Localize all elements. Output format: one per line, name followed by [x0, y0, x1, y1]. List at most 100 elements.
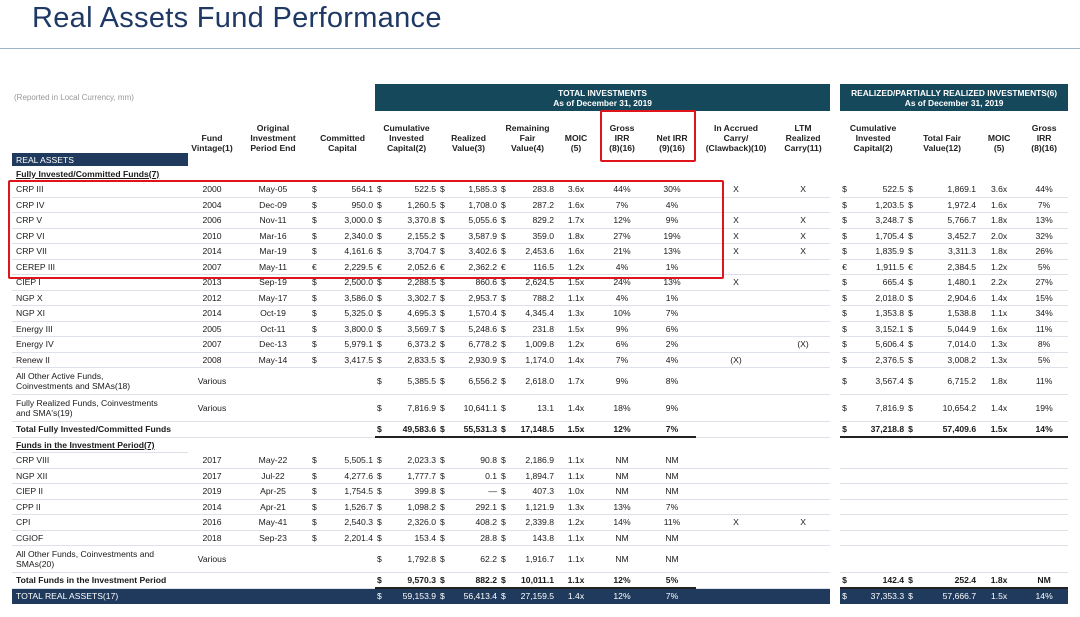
- amount: 2,155.2: [407, 230, 437, 241]
- cell: X: [696, 181, 777, 198]
- currency-symbol: $: [312, 339, 317, 350]
- amount: 283.8: [532, 184, 555, 194]
- cell: [12, 111, 188, 153]
- spacer: [830, 259, 841, 275]
- money-cell: $6,556.2: [438, 367, 500, 395]
- money-cell: $287.2: [499, 197, 557, 213]
- amount: 3,008.2: [947, 354, 977, 365]
- empty-cell: [236, 367, 310, 395]
- amount: 27,159.5: [520, 591, 555, 602]
- amount: 359.0: [532, 230, 555, 241]
- table-row: NGP X 2012 May-17 $3,586.0 $3,302.7 $2,953.7 $…: [12, 290, 1069, 306]
- amount: 2,953.7: [468, 292, 498, 303]
- money-cell: $2,018.0: [840, 290, 907, 306]
- row-name: CRP VIII: [12, 452, 188, 469]
- cell: 1.8x: [978, 212, 1021, 229]
- empty-cell: [696, 588, 777, 604]
- empty-cell: [188, 588, 236, 604]
- column-header: Realized Value(3): [451, 133, 486, 153]
- currency-symbol: $: [312, 277, 317, 288]
- cell: 2%: [648, 336, 697, 353]
- amount: 2,340.0: [344, 230, 374, 241]
- column-header: Cumulative Invested Capital(2): [849, 123, 897, 153]
- cell: 2008: [188, 352, 236, 368]
- money-cell: €2,052.6: [375, 259, 439, 275]
- money-cell: $829.2: [499, 212, 557, 229]
- cell: 13%: [1020, 212, 1069, 229]
- empty-cell: [906, 452, 979, 469]
- cell: 1.4x: [556, 588, 597, 604]
- money-cell: €1,911.5: [840, 259, 907, 275]
- empty-cell: [696, 321, 777, 337]
- table-row: Fully Realized Funds, Coinvestments and …: [12, 394, 1069, 422]
- cell: 2.2x: [978, 274, 1021, 291]
- row-name: Energy III: [12, 321, 188, 337]
- currency-symbol: $: [908, 246, 913, 257]
- cell: (X): [696, 352, 777, 368]
- currency-symbol: $: [377, 292, 382, 303]
- empty-cell: [236, 588, 310, 604]
- empty-cell: [696, 197, 777, 213]
- cell: 1.4x: [978, 394, 1021, 422]
- cell: X: [776, 514, 831, 531]
- money-cell: $2,618.0: [499, 367, 557, 395]
- empty-cell: [696, 367, 777, 395]
- money-cell: $3,587.9: [438, 228, 500, 244]
- table-row: NGP XI 2014 Oct-19 $5,325.0 $4,695.3 $1,570.4…: [12, 305, 1069, 322]
- spacer: [830, 394, 841, 422]
- currency-symbol: €: [501, 261, 506, 272]
- currency-symbol: $: [842, 246, 847, 257]
- amount: 5,055.6: [468, 215, 498, 226]
- currency-symbol: $: [501, 230, 506, 241]
- table-row: CRP V 2006 Nov-11 $3,000.0 $3,370.8 $5,055.6 $…: [12, 212, 1069, 229]
- table-row: CRP VII 2014 Mar-19 $4,161.6 $3,704.7 $3,402.…: [12, 243, 1069, 260]
- column-header: MOIC (5): [564, 133, 588, 153]
- empty-cell: [1020, 483, 1069, 500]
- amount: 6,373.2: [407, 339, 437, 350]
- currency-symbol: $: [440, 575, 445, 585]
- cell: 13%: [596, 499, 649, 515]
- amount: 522.5: [882, 184, 905, 194]
- amount: 4,345.4: [525, 308, 555, 319]
- cell: 7%: [648, 499, 697, 515]
- money-cell: $1,203.5: [840, 197, 907, 213]
- table-row: CRP VI 2010 Mar-16 $2,340.0 $2,155.2 $3,587.9…: [12, 228, 1069, 244]
- cell: Jul-22: [236, 468, 310, 484]
- currency-symbol: $: [908, 184, 913, 194]
- money-cell: $10,641.1: [438, 394, 500, 422]
- table-body: (Reported in Local Currency, mm) TOTAL IN…: [12, 84, 1069, 604]
- cell: 1.5x: [978, 421, 1021, 438]
- currency-symbol: $: [908, 339, 913, 350]
- currency-symbol: $: [908, 591, 913, 602]
- amount: 5,606.4: [875, 339, 905, 350]
- cell: 7%: [648, 421, 697, 438]
- cell: 1.5x: [556, 421, 597, 438]
- currency-symbol: $: [501, 575, 506, 585]
- amount: 57,666.7: [942, 591, 977, 602]
- amount: 1,869.1: [947, 184, 977, 194]
- amount: 2,052.6: [407, 261, 437, 272]
- amount: 10,641.1: [463, 403, 498, 413]
- currency-symbol: $: [842, 323, 847, 334]
- spacer: [830, 228, 841, 244]
- empty-cell: [906, 514, 979, 531]
- currency-symbol: $: [842, 215, 847, 226]
- currency-symbol: $: [440, 215, 445, 226]
- cell: X: [776, 243, 831, 260]
- cell: Mar-16: [236, 228, 310, 244]
- money-cell: $9,570.3: [375, 572, 439, 589]
- money-cell: $6,373.2: [375, 336, 439, 353]
- amount: 408.2: [475, 517, 498, 528]
- currency-symbol: $: [377, 403, 382, 413]
- row-name: All Other Funds, Coinvestments and SMAs(…: [12, 545, 188, 573]
- column-header: Gross IRR (8)(16): [1031, 123, 1058, 153]
- empty-cell: [236, 545, 310, 573]
- empty-cell: [840, 483, 907, 500]
- money-cell: $7,816.9: [375, 394, 439, 422]
- table-row: All Other Funds, Coinvestments and SMAs(…: [12, 545, 1069, 573]
- empty-cell: [776, 499, 831, 515]
- cell: NM: [648, 530, 697, 546]
- money-cell: $1,754.5: [310, 483, 376, 500]
- money-cell: $2,155.2: [375, 228, 439, 244]
